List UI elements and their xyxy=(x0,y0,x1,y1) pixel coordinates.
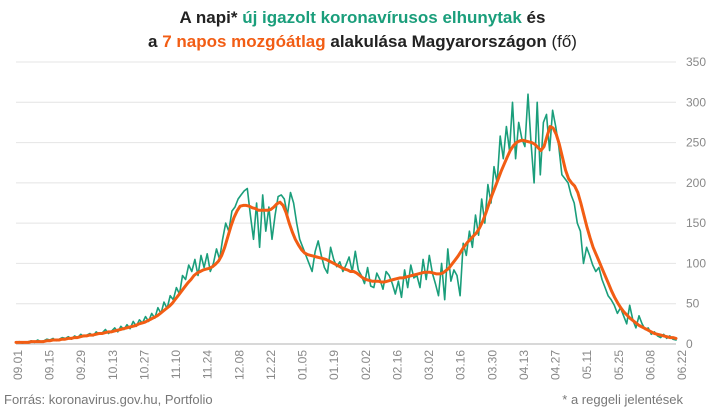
title-a: a xyxy=(148,32,163,51)
x-tick-label: 03.30 xyxy=(485,350,499,380)
x-tick-label: 01.19 xyxy=(327,350,341,380)
x-tick-label: 09.01 xyxy=(11,350,25,380)
x-tick-label: 02.02 xyxy=(359,350,373,380)
x-tick-label: 05.11 xyxy=(580,350,594,379)
x-tick-label: 04.13 xyxy=(517,350,531,380)
title-unit: (fő) xyxy=(551,32,577,51)
x-tick-label: 05.25 xyxy=(612,350,626,380)
title-daily-deaths: új igazolt koronavírusos elhunytak xyxy=(242,8,522,27)
title-prefix: A napi* xyxy=(179,8,243,27)
footnote-text: * a reggeli jelentések xyxy=(562,392,683,407)
y-tick-label: 350 xyxy=(686,55,706,69)
x-axis-labels: 09.01 09.15 09.29 10.13 10.27 11.10 11.24 12.08… xyxy=(11,350,689,380)
x-tick-label: 12.22 xyxy=(264,350,278,380)
x-tick-label: 09.29 xyxy=(74,350,88,380)
title-line-2: a 7 napos mozgóátlag alakulása Magyarors… xyxy=(0,30,725,54)
y-tick-label: 50 xyxy=(686,297,700,311)
y-tick-label: 200 xyxy=(686,176,706,190)
x-tick-label: 10.13 xyxy=(106,350,120,380)
title-and: és xyxy=(521,8,546,27)
x-tick-label: 03.02 xyxy=(422,350,436,380)
x-tick-label: 11.10 xyxy=(169,350,183,379)
y-tick-label: 100 xyxy=(686,256,706,270)
title-line-1: A napi* új igazolt koronavírusos elhunyt… xyxy=(0,6,725,30)
y-tick-label: 250 xyxy=(686,136,706,150)
x-tick-label: 04.27 xyxy=(549,350,563,380)
chart-title: A napi* új igazolt koronavírusos elhunyt… xyxy=(0,6,725,54)
y-tick-label: 300 xyxy=(686,95,706,109)
y-axis-labels: 0 50 100 150 200 250 300 350 xyxy=(686,55,706,351)
y-tick-label: 150 xyxy=(686,216,706,230)
x-tick-label: 11.24 xyxy=(201,350,215,379)
x-tick-label: 10.27 xyxy=(137,350,151,380)
x-tick-label: 09.15 xyxy=(43,350,57,380)
x-tick-label: 06.08 xyxy=(643,350,657,380)
moving-average-line xyxy=(14,125,678,344)
y-tick-label: 0 xyxy=(686,337,693,351)
source-text: Forrás: koronavirus.gov.hu, Portfolio xyxy=(4,392,213,407)
gridlines xyxy=(16,61,676,345)
title-rest: alakulása Magyarországon xyxy=(325,32,552,51)
x-tick-label: 12.08 xyxy=(232,350,246,380)
series-lines xyxy=(14,93,678,345)
daily-deaths-line xyxy=(15,93,677,345)
x-tick-label: 01.05 xyxy=(296,350,310,380)
x-tick-label: 02.16 xyxy=(390,350,404,380)
x-tick-label: 03.16 xyxy=(454,350,468,380)
title-moving-average: 7 napos mozgóátlag xyxy=(162,32,326,51)
x-tick-label: 06.22 xyxy=(675,350,689,380)
